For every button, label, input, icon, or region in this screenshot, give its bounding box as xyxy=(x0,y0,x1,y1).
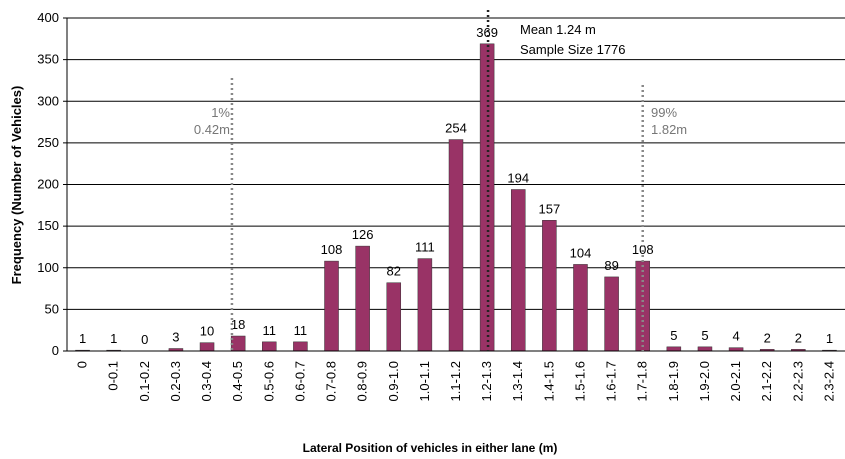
bar xyxy=(697,346,713,352)
bar xyxy=(293,341,308,352)
annotation: 1% xyxy=(211,105,230,120)
data-label: 194 xyxy=(507,170,529,185)
bar xyxy=(199,342,215,352)
bar xyxy=(573,264,588,352)
data-label: 157 xyxy=(539,201,561,216)
bar xyxy=(666,346,682,352)
y-tick-label: 0 xyxy=(52,343,59,358)
y-tick-label: 250 xyxy=(37,135,59,150)
bar xyxy=(542,220,557,352)
x-tick-label: 1.7-1.8 xyxy=(635,361,650,401)
data-label: 1 xyxy=(826,331,833,346)
data-label: 111 xyxy=(415,240,435,255)
x-tick-label: 0.3-0.4 xyxy=(199,361,214,401)
x-tick-label: 1.5-1.6 xyxy=(572,361,587,401)
data-label: 108 xyxy=(321,242,343,257)
x-tick-label: 0.2-0.3 xyxy=(168,361,183,401)
data-label: 0 xyxy=(141,332,148,347)
x-tick-label: 1.4-1.5 xyxy=(541,361,556,401)
y-tick-label: 150 xyxy=(37,218,59,233)
annotation: 1.82m xyxy=(651,122,687,137)
bar xyxy=(479,43,495,352)
bar xyxy=(262,341,277,352)
x-axis-title: Lateral Position of vehicles in either l… xyxy=(303,441,558,455)
x-tick-label: 1.1-1.2 xyxy=(448,361,463,401)
y-tick-label: 400 xyxy=(37,10,59,25)
x-tick-label: 0-0.1 xyxy=(106,361,121,391)
bar xyxy=(417,258,433,352)
x-tick-label: 2.3-2.4 xyxy=(821,361,836,401)
bar xyxy=(386,282,402,352)
x-tick-label: 0.1-0.2 xyxy=(137,361,152,401)
data-label: 126 xyxy=(352,227,374,242)
x-tick-label: 0.4-0.5 xyxy=(230,361,245,401)
annotation: 0.42m xyxy=(194,122,230,137)
y-tick-label: 200 xyxy=(37,177,59,192)
data-label: 3 xyxy=(172,330,179,345)
data-label: 1 xyxy=(79,331,86,346)
y-axis-title: Frequency (Number of Vehicles) xyxy=(9,86,24,285)
data-label: 89 xyxy=(604,258,618,273)
data-label: 10 xyxy=(200,324,214,339)
x-tick-label: 0.7-0.8 xyxy=(324,361,339,401)
x-tick-label: 0.9-1.0 xyxy=(386,361,401,401)
data-label: 369 xyxy=(476,25,498,40)
data-label: 5 xyxy=(701,328,708,343)
data-label: 104 xyxy=(570,245,592,260)
x-tick-label: 2.1-2.2 xyxy=(759,361,774,401)
bar xyxy=(448,139,464,352)
x-tick-label: 0.6-0.7 xyxy=(292,361,307,401)
data-label: 1 xyxy=(110,331,117,346)
annotation: Mean 1.24 m xyxy=(520,22,596,37)
data-label: 11 xyxy=(294,323,308,338)
bar xyxy=(230,335,246,352)
x-tick-label: 1.8-1.9 xyxy=(666,361,681,401)
x-tick-label: 0 xyxy=(75,361,90,368)
annotation: Sample Size 1776 xyxy=(520,42,626,57)
bar xyxy=(510,189,526,352)
x-tick-label: 1.3-1.4 xyxy=(510,361,525,401)
y-tick-label: 350 xyxy=(37,52,59,67)
y-tick-label: 50 xyxy=(45,301,59,316)
bar xyxy=(324,260,339,352)
x-tick-label: 0.8-0.9 xyxy=(355,361,370,401)
data-label: 11 xyxy=(263,323,277,338)
data-label: 2 xyxy=(795,330,802,345)
data-label: 82 xyxy=(387,264,401,279)
data-label: 4 xyxy=(732,329,739,344)
x-tick-label: 1.2-1.3 xyxy=(479,361,494,401)
x-tick-label: 2.0-2.1 xyxy=(728,361,743,401)
data-label: 5 xyxy=(670,328,677,343)
x-tick-label: 1.6-1.7 xyxy=(604,361,619,401)
x-tick-label: 0.5-0.6 xyxy=(261,361,276,401)
bar xyxy=(355,245,370,352)
y-tick-label: 100 xyxy=(37,260,59,275)
x-tick-label: 1.9-2.0 xyxy=(697,361,712,401)
bar xyxy=(604,276,619,352)
data-label: 18 xyxy=(231,317,245,332)
data-label: 2 xyxy=(764,330,771,345)
y-tick-label: 300 xyxy=(37,93,59,108)
x-tick-label: 1.0-1.1 xyxy=(417,361,432,401)
data-label: 254 xyxy=(445,121,467,136)
x-tick-label: 2.2-2.3 xyxy=(790,361,805,401)
data-label: 108 xyxy=(632,242,654,257)
annotation: 99% xyxy=(651,105,677,120)
